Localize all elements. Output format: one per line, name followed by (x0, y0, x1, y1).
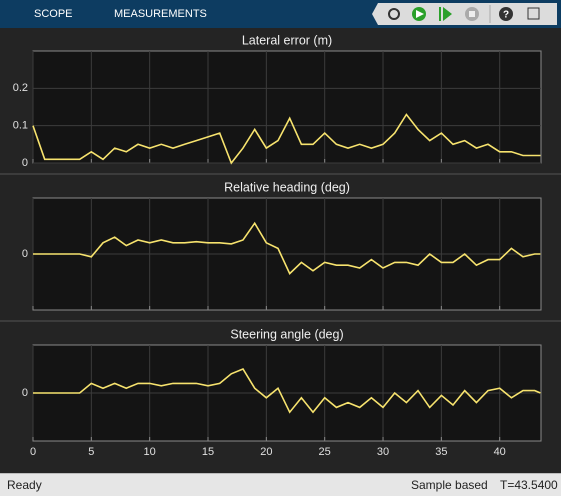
y-tick-label: 0 (22, 157, 28, 169)
x-tick-label: 5 (88, 446, 94, 458)
y-tick-label: 0.1 (13, 120, 28, 132)
tool-icons: ? (388, 5, 540, 23)
status-mode: Sample based (411, 478, 488, 492)
x-tick-label: 15 (202, 446, 214, 458)
step-bar (439, 7, 441, 21)
y-tick-label: 0 (22, 387, 28, 399)
run-glyph (416, 10, 424, 18)
plot-title: Relative heading (deg) (224, 180, 350, 194)
status-time: T=43.5400 (500, 478, 558, 492)
status-state: Ready (7, 478, 42, 492)
status-bar: Ready Sample based T=43.5400 (0, 473, 561, 496)
tab[interactable]: SCOPE (34, 8, 73, 20)
data-line (33, 221, 541, 275)
settings-icon[interactable] (388, 8, 400, 20)
plot-title: Lateral error (m) (242, 33, 332, 47)
x-tick-label: 0 (30, 446, 36, 458)
x-tick-label: 25 (319, 446, 331, 458)
data-line (33, 368, 541, 414)
help-glyph: ? (503, 10, 509, 21)
y-tick-label: 0.2 (13, 82, 28, 94)
x-tick-label: 20 (260, 446, 272, 458)
tab[interactable]: MEASUREMENTS (114, 8, 207, 20)
toolbar: SCOPE MEASUREMENTS ? (0, 0, 561, 28)
help-icon[interactable] (499, 7, 513, 21)
plot-area (32, 50, 542, 164)
undock-icon[interactable] (527, 7, 540, 20)
x-tick-label: 10 (144, 446, 156, 458)
x-tick-label: 40 (494, 446, 506, 458)
stop-glyph (469, 11, 475, 17)
step-icon[interactable] (443, 7, 452, 21)
x-tick-label: 35 (435, 446, 447, 458)
data-line (32, 113, 541, 165)
y-tick-label: 0 (22, 248, 28, 260)
plot-title: Steering angle (deg) (230, 327, 343, 341)
plots: Lateral error (m) 0 0.1 0.2 Relative heading… (0, 33, 561, 458)
tool-strip: ? (372, 3, 557, 25)
x-tick-label: 30 (377, 446, 389, 458)
